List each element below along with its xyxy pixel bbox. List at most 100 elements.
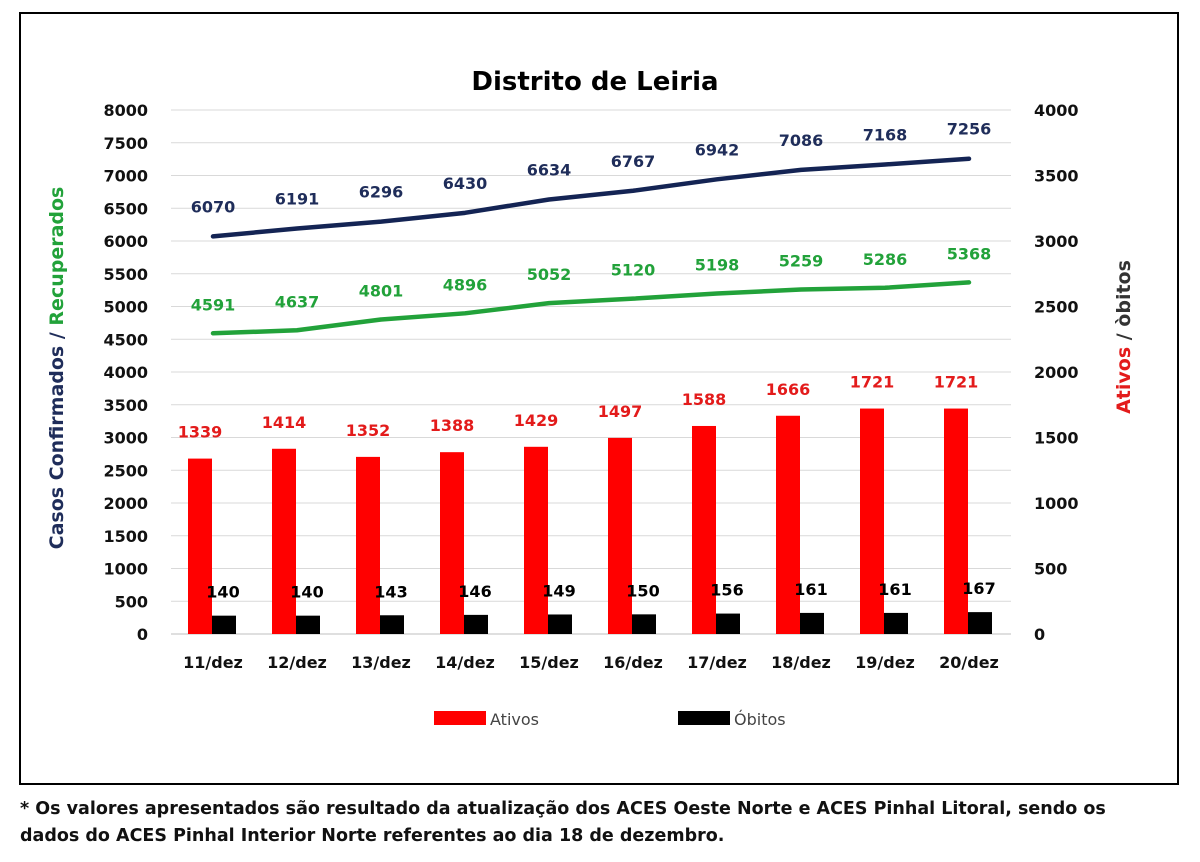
y-right-tick-label: 3000	[1034, 232, 1079, 251]
bar-ativos	[440, 452, 464, 634]
data-label-ativos: 1721	[934, 373, 979, 392]
y-left-axis-title-part: /	[46, 326, 68, 346]
y-left-axis-title: Casos Confirmados / Recuperados	[46, 187, 68, 550]
y-left-tick-label: 7500	[103, 134, 148, 153]
bar-ativos	[608, 437, 632, 634]
bar-ativos	[188, 458, 212, 634]
data-label-recuperados: 5052	[527, 265, 572, 284]
data-label-confirmados: 6767	[611, 152, 656, 171]
x-tick-label: 18/dez	[771, 653, 831, 672]
bar-ativos	[776, 415, 800, 634]
data-label-ativos: 1666	[766, 380, 811, 399]
data-label-ativos: 1588	[682, 390, 727, 409]
data-label-confirmados: 6070	[191, 197, 236, 216]
y-left-tick-label: 2000	[103, 494, 148, 513]
y-right-tick-label: 1000	[1034, 494, 1079, 513]
x-tick-label: 12/dez	[267, 653, 327, 672]
y-left-axis-title-part: Casos Confirmados	[46, 346, 68, 550]
x-tick-label: 16/dez	[603, 653, 663, 672]
data-label-confirmados: 6191	[275, 189, 320, 208]
data-label-confirmados: 7086	[779, 131, 824, 150]
y-left-tick-label: 0	[137, 625, 148, 644]
y-left-tick-label: 8000	[103, 101, 148, 120]
data-label-ativos: 1388	[430, 416, 475, 435]
data-label-ativos: 1352	[346, 421, 391, 440]
bar-obitos	[884, 612, 908, 634]
bar-ativos	[860, 408, 884, 634]
y-left-tick-label: 500	[115, 592, 148, 611]
x-tick-label: 20/dez	[939, 653, 999, 672]
legend-label-ativos: Ativos	[490, 710, 539, 729]
data-label-obitos: 150	[626, 581, 659, 600]
data-label-confirmados: 7168	[863, 125, 908, 144]
bar-obitos	[800, 612, 824, 634]
data-label-confirmados: 6942	[695, 140, 740, 159]
bar-ativos	[524, 446, 548, 634]
y-left-tick-label: 6500	[103, 199, 148, 218]
bar-ativos	[692, 425, 716, 634]
y-left-tick-label: 4500	[103, 330, 148, 349]
x-tick-label: 17/dez	[687, 653, 747, 672]
data-label-recuperados: 5286	[863, 250, 908, 269]
data-label-recuperados: 4896	[443, 275, 488, 294]
data-label-confirmados: 6296	[359, 183, 404, 202]
data-label-ativos: 1339	[178, 423, 223, 442]
y-left-tick-label: 7000	[103, 167, 148, 186]
y-left-tick-label: 4000	[103, 363, 148, 382]
legend-label-obitos: Óbitos	[734, 710, 786, 729]
y-right-axis-title-part: / òbitos	[1113, 260, 1135, 347]
x-tick-label: 11/dez	[183, 653, 243, 672]
data-label-obitos: 143	[374, 582, 407, 601]
data-label-ativos: 1429	[514, 411, 559, 430]
data-label-confirmados: 6634	[527, 160, 572, 179]
bar-ativos	[272, 448, 296, 634]
x-tick-label: 15/dez	[519, 653, 579, 672]
confirmados-line	[210, 156, 972, 239]
chart: 0500100015002000250030003500400045005000…	[46, 67, 1135, 729]
data-label-obitos: 140	[290, 583, 323, 602]
bar-obitos	[464, 614, 488, 634]
x-tick-label: 14/dez	[435, 653, 495, 672]
data-label-recuperados: 4591	[191, 295, 236, 314]
legend-swatch-ativos	[434, 711, 486, 725]
y-left-tick-label: 6000	[103, 232, 148, 251]
y-right-tick-label: 500	[1034, 560, 1067, 579]
chart-title: Distrito de Leiria	[471, 67, 718, 97]
y-right-tick-label: 3500	[1034, 167, 1079, 186]
bar-obitos	[212, 615, 236, 634]
data-label-ativos: 1497	[598, 402, 643, 421]
footnote-line-1: * Os valores apresentados são resultado …	[20, 799, 1106, 819]
y-left-tick-label: 3000	[103, 429, 148, 448]
recuperados-line	[210, 280, 972, 336]
data-label-obitos: 146	[458, 582, 491, 601]
bar-obitos	[632, 614, 656, 634]
y-left-tick-label: 2500	[103, 461, 148, 480]
data-label-recuperados: 4801	[359, 282, 404, 301]
x-tick-label: 13/dez	[351, 653, 411, 672]
data-label-obitos: 149	[542, 581, 575, 600]
data-label-recuperados: 4637	[275, 292, 320, 311]
data-label-recuperados: 5368	[947, 244, 992, 263]
data-label-obitos: 156	[710, 581, 743, 600]
y-right-tick-label: 4000	[1034, 101, 1079, 120]
bar-obitos	[296, 615, 320, 634]
bar-obitos	[380, 615, 404, 634]
bar-obitos	[548, 614, 572, 634]
y-left-tick-label: 1000	[103, 560, 148, 579]
y-right-tick-label: 2500	[1034, 298, 1079, 317]
bar-obitos	[968, 612, 992, 634]
data-label-obitos: 161	[878, 580, 911, 599]
data-label-ativos: 1721	[850, 373, 895, 392]
y-right-tick-label: 1500	[1034, 429, 1079, 448]
data-label-ativos: 1414	[262, 413, 307, 432]
data-label-obitos: 161	[794, 580, 827, 599]
data-label-confirmados: 7256	[947, 120, 992, 139]
y-left-tick-label: 5500	[103, 265, 148, 284]
data-label-recuperados: 5259	[779, 252, 824, 271]
y-right-tick-label: 0	[1034, 625, 1045, 644]
y-right-axis-title-part: Ativos	[1113, 347, 1135, 414]
footnote-line-2: dados do ACES Pinhal Interior Norte refe…	[20, 826, 725, 846]
bar-ativos	[944, 408, 968, 634]
data-label-obitos: 167	[962, 579, 995, 598]
data-label-recuperados: 5198	[695, 256, 740, 275]
